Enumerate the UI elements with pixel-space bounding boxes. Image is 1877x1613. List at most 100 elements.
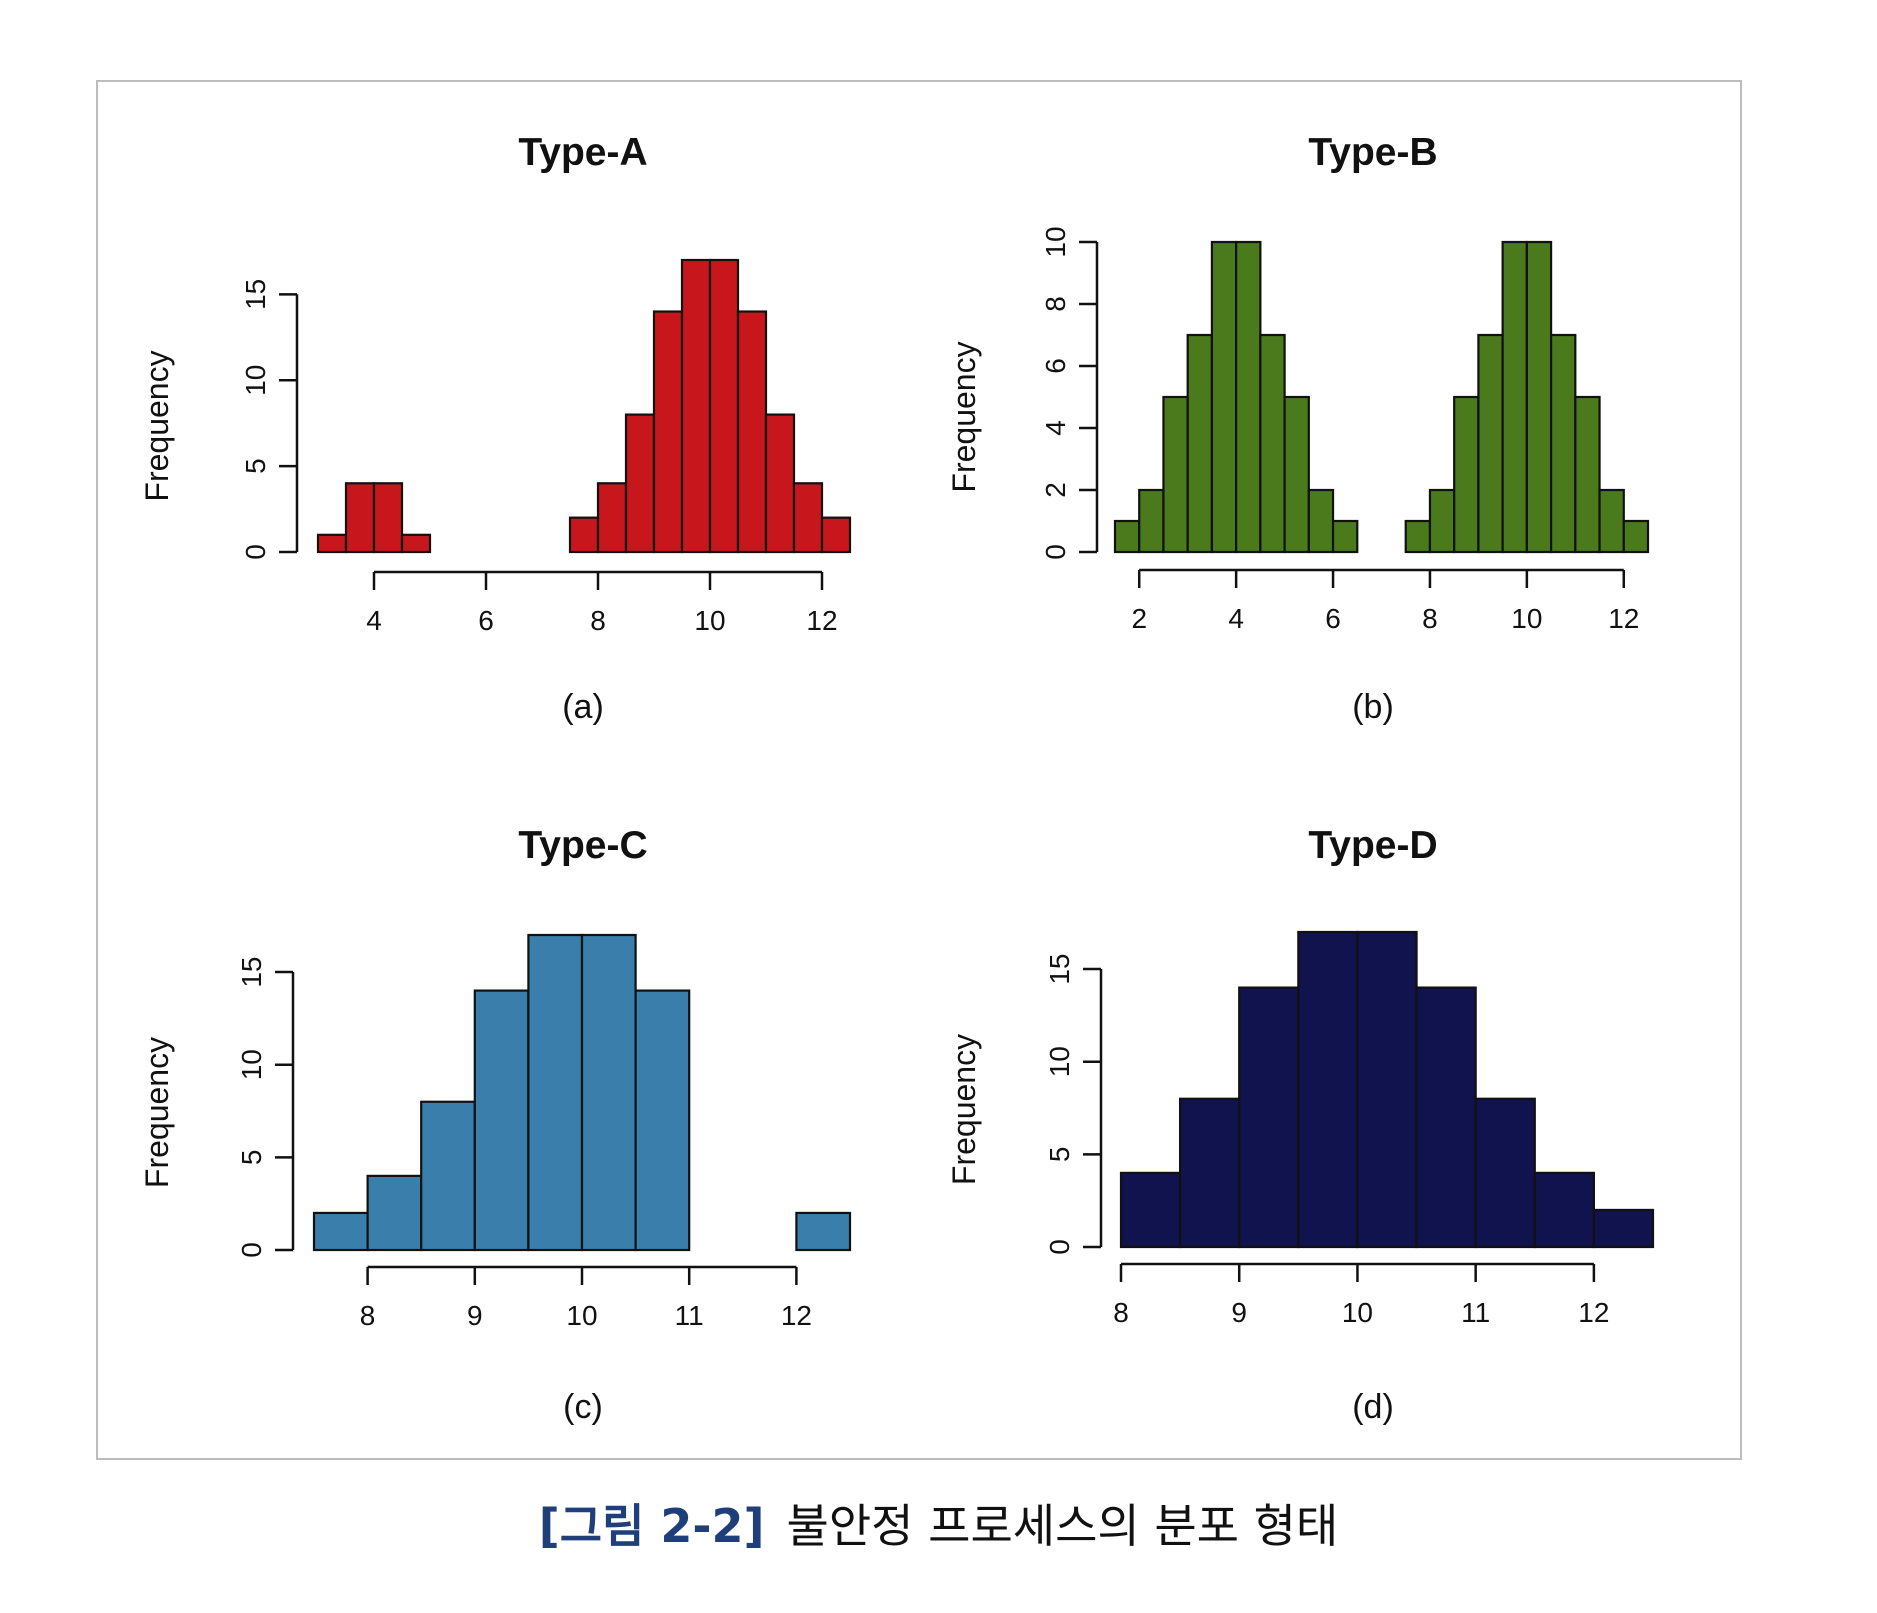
histogram-panel-d: Type-D 0 5 10 15 8 9 10 11 12 Frequency (d) [946,824,1655,1426]
x-tick-label: 4 [366,605,382,636]
histogram-bar [1138,488,1165,554]
histogram-bar [764,413,796,554]
histogram-bar [1283,395,1310,554]
y-tick-label: 15 [236,956,267,987]
figure-caption-text: 불안정 프로세스의 분포 형태 [786,1499,1339,1553]
histogram-bar [1415,986,1477,1249]
histogram-bar [1477,333,1504,554]
histogram-bar [1297,930,1359,1249]
histogram-bar [473,989,530,1252]
histogram-bar [1186,333,1214,554]
y-tick-label: 5 [236,1150,267,1166]
histogram-bar [1622,519,1650,554]
y-tick-label: 5 [240,458,271,474]
histogram-bar [568,516,600,554]
histogram-bar [1179,1097,1241,1249]
histogram-bar [1210,240,1238,554]
histogram-bar [1404,519,1432,554]
x-tick-label: 10 [566,1300,597,1331]
y-tick-label: 10 [1040,226,1071,257]
panel-caption: (c) [563,1388,603,1426]
y-tick-label: 2 [1040,482,1071,498]
histogram-bar [316,533,348,554]
y-tick-label: 10 [1044,1046,1075,1077]
x-tick-label: 12 [806,605,837,636]
histogram-panel-c: Type-C 0 5 10 15 8 9 10 11 12 Frequency (c) [139,824,852,1426]
x-tick-label: 6 [1325,603,1341,634]
histogram-bar [1533,1171,1595,1249]
histogram-bar [420,1100,476,1252]
x-tick-label: 10 [1511,603,1542,634]
histogram-bar [580,933,637,1252]
histogram-bar [680,258,712,554]
histogram-bar [366,1174,423,1252]
figure-caption-label: [그림 2-2] [538,1499,765,1553]
x-tick-label: 12 [1578,1297,1609,1328]
y-axis-label: Frequency [946,341,982,492]
histogram-bar [1119,1171,1182,1249]
histogram-bar [1113,519,1141,554]
histogram-bar [1549,333,1577,554]
histogram-bar [1235,240,1262,554]
panel-title: Type-A [518,131,647,174]
y-tick-label: 8 [1040,296,1071,312]
x-tick-label: 2 [1131,603,1147,634]
x-tick-label: 9 [467,1300,483,1331]
y-tick-label: 15 [240,279,271,310]
y-tick-label: 6 [1040,358,1071,374]
histogram-panel-b: Type-B 0 2 4 6 8 10 2 4 6 8 10 12 Frequency (b) [946,131,1650,726]
x-tick-label: 10 [1342,1297,1373,1328]
x-tick-label: 9 [1231,1297,1247,1328]
x-tick-label: 12 [781,1300,812,1331]
panel-caption: (b) [1352,688,1394,726]
panel-title: Type-C [518,824,647,867]
histogram-bar [652,310,684,554]
histogram-bar [708,258,740,554]
x-tick-label: 6 [478,605,494,636]
y-tick-label: 10 [240,365,271,396]
histogram-bar [736,310,768,554]
histogram-bar [372,482,404,554]
x-tick-label: 12 [1608,603,1639,634]
panel-caption: (a) [562,688,604,726]
histogram-panel-a: Type-A 0 5 10 15 4 6 8 10 12 Frequency (a) [139,131,852,726]
x-tick-label: 11 [675,1300,704,1331]
histogram-bar [1331,519,1359,554]
histogram-bar [792,482,824,554]
y-axis-label: Frequency [946,1034,982,1185]
histogram-bar [634,989,691,1252]
histogram-bar [1453,395,1480,554]
y-tick-label: 0 [1040,544,1071,560]
y-tick-label: 0 [1044,1239,1075,1255]
y-axis-label: Frequency [139,1037,175,1188]
x-tick-label: 4 [1228,603,1244,634]
x-tick-label: 8 [590,605,606,636]
histogram-bar [1592,1208,1655,1249]
histogram-bar [312,1211,369,1252]
y-tick-label: 10 [236,1049,267,1080]
x-tick-label: 8 [360,1300,376,1331]
histogram-bar [1574,395,1601,554]
histogram-bar [1428,488,1456,554]
histogram-bar [1525,240,1553,554]
histogram-bar [820,516,852,554]
histogram-bar [1356,930,1418,1249]
histogram-bar [527,933,584,1252]
y-tick-label: 15 [1044,953,1075,984]
histogram-bar [624,413,656,554]
x-tick-label: 8 [1113,1297,1129,1328]
histogram-bar [1238,986,1300,1249]
y-tick-label: 0 [236,1242,267,1258]
histogram-bar [1162,395,1189,554]
figure-caption: [그림 2-2] 불안정 프로세스의 분포 형태 [0,1490,1877,1556]
histogram-bar [1598,488,1625,554]
y-tick-label: 0 [240,544,271,560]
histogram-bar [400,533,432,554]
panel-title: Type-B [1308,131,1437,174]
histogram-bar [795,1211,852,1252]
x-tick-label: 10 [694,605,725,636]
x-tick-label: 8 [1422,603,1438,634]
panel-caption: (d) [1352,1388,1394,1426]
histogram-bar [596,482,628,554]
